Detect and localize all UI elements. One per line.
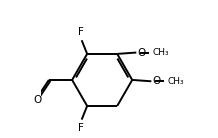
Text: O: O	[33, 95, 41, 105]
Text: F: F	[78, 123, 84, 133]
Text: CH₃: CH₃	[153, 48, 169, 57]
Text: CH₃: CH₃	[168, 77, 184, 86]
Text: O: O	[137, 47, 145, 58]
Text: O: O	[152, 76, 160, 86]
Text: F: F	[78, 27, 84, 37]
